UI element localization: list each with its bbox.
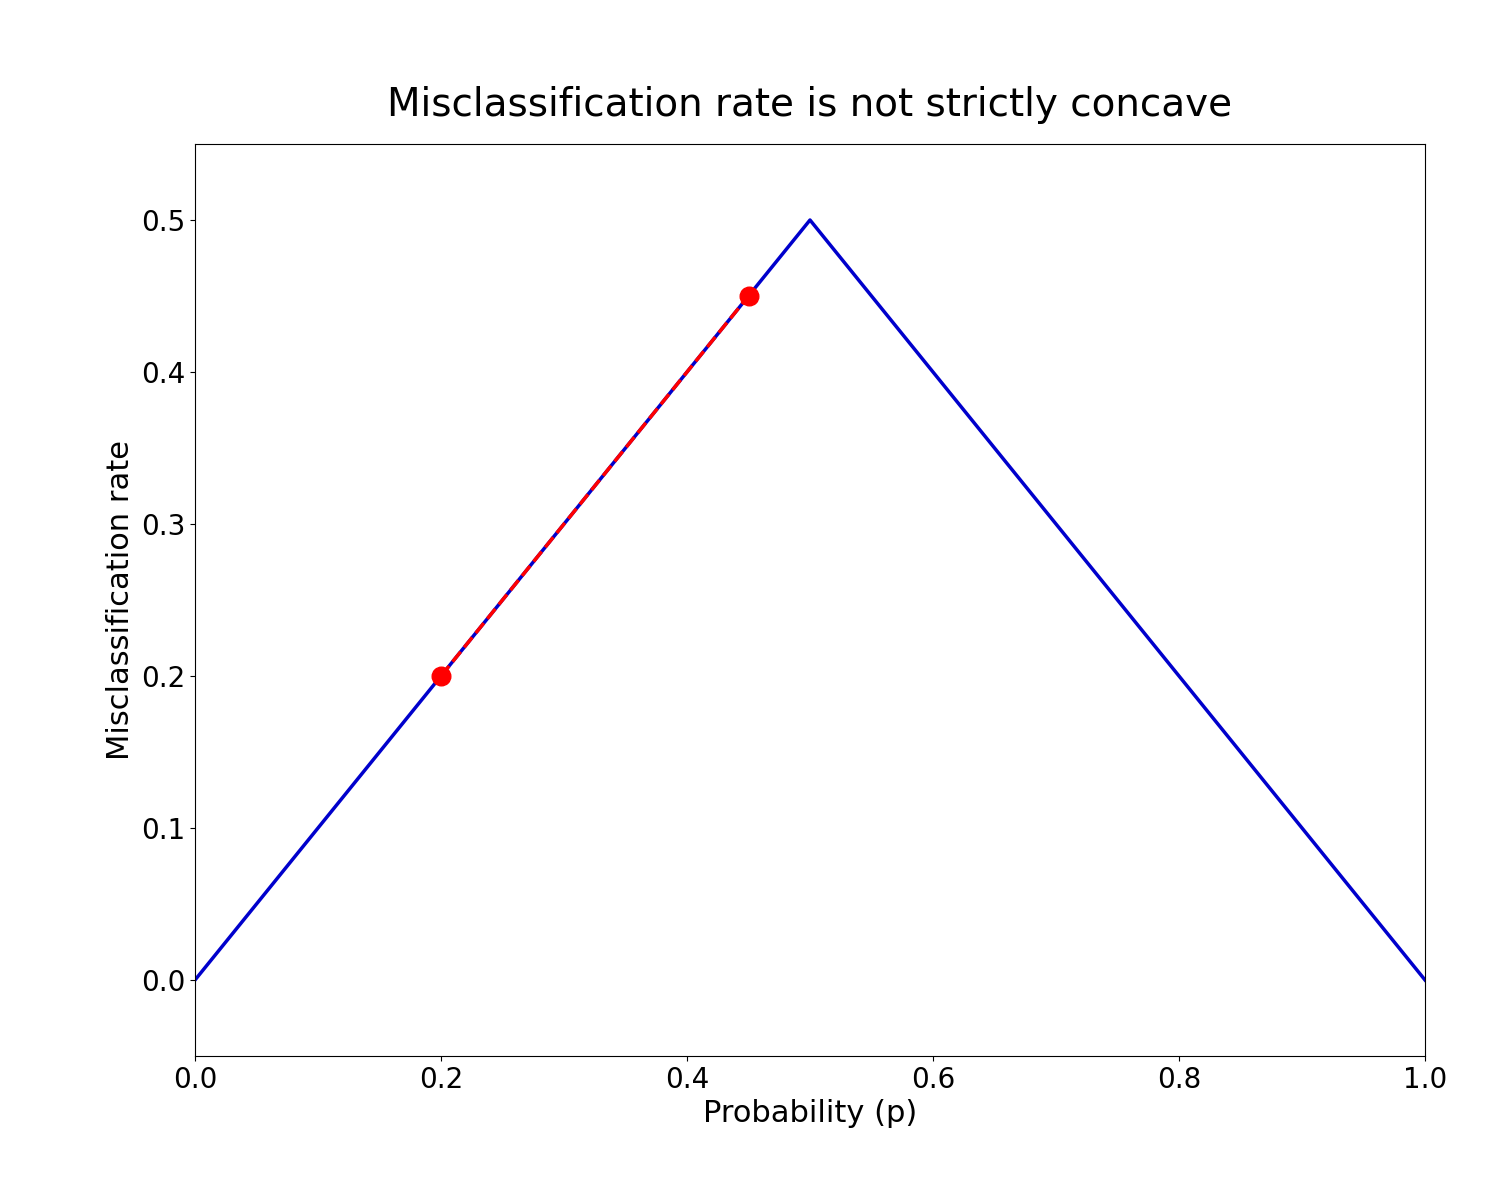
Title: Misclassification rate is not strictly concave: Misclassification rate is not strictly c… <box>387 86 1233 125</box>
Point <box>429 666 453 685</box>
X-axis label: Probability (p): Probability (p) <box>704 1099 916 1128</box>
Y-axis label: Misclassification rate: Misclassification rate <box>106 440 135 760</box>
Point <box>736 287 760 306</box>
